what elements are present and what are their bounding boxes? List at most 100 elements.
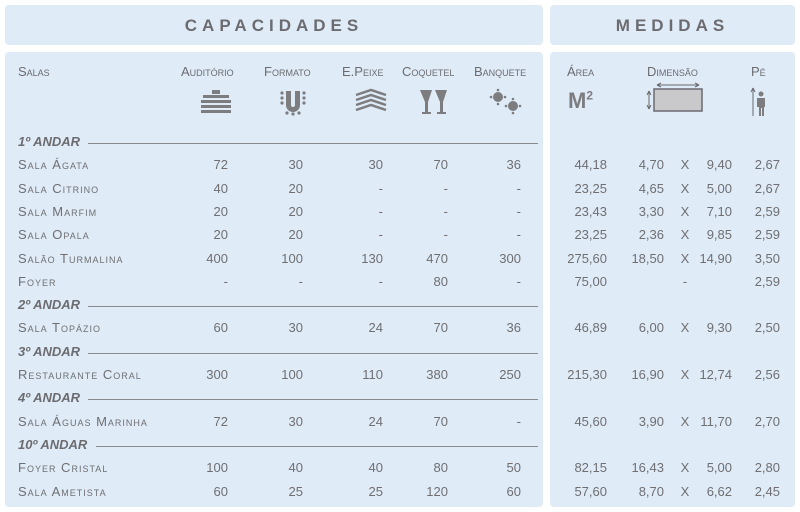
cell-auditorio: 72 (213, 413, 228, 429)
cell-e-peixe: 130 (361, 250, 383, 266)
medidas-header (550, 5, 795, 45)
cell-dim-width: 3,30 (638, 203, 664, 219)
square-meters-icon: M2 (568, 88, 594, 113)
cell-area: 215,30 (567, 367, 607, 382)
cell-formato: 30 (288, 320, 303, 336)
table-row: Sala Águas Marinha 72 30 24 70 - 45,60 3,90 X 11,… (0, 414, 800, 434)
floor-divider (88, 352, 538, 354)
cell-dim-length: 7,10 (706, 203, 732, 219)
room-name: Foyer Cristal (18, 460, 109, 476)
cell-area: 82,15 (574, 460, 607, 476)
cell-coquetel: - (443, 180, 448, 196)
table-row: Sala Topázio 60 30 24 70 36 46,89 6,00 X 9,30 2,50 (0, 320, 800, 340)
cell-auditorio: 60 (213, 483, 228, 499)
cell-coquetel: 70 (433, 157, 448, 173)
table-row: Sala Ametista 60 25 25 120 60 57,60 8,70 X 6,62 2,… (0, 484, 800, 504)
cell-dim-x: X (680, 413, 690, 429)
cell-coquetel: 80 (433, 273, 448, 289)
cell-banquete: 300 (499, 250, 521, 266)
cell-pe-direito: 2,80 (754, 460, 780, 476)
cell-banquete: 250 (499, 367, 521, 382)
cell-dim-x: X (680, 227, 690, 243)
cell-dim-length: 14,90 (699, 250, 732, 266)
cell-e-peixe: 110 (362, 367, 383, 382)
cell-pe-direito: 2,67 (754, 180, 780, 196)
room-name: Sala Ágata (18, 157, 90, 173)
banquet-tables-icon (489, 88, 522, 115)
cell-pe-direito: 2,59 (754, 273, 780, 289)
cell-dim-x: X (680, 460, 690, 476)
room-name: Sala Marfim (18, 203, 98, 219)
table-row: Restaurante Coral 300 100 110 380 250 215,30 16… (0, 367, 800, 387)
cell-banquete: 50 (506, 460, 521, 476)
floor-divider (96, 445, 538, 447)
cell-formato: 30 (288, 157, 303, 173)
room-name: Sala Topázio (18, 320, 102, 336)
cell-e-peixe: - (378, 273, 383, 289)
cell-pe-direito: 2,59 (754, 203, 780, 219)
cell-dim-x: - (682, 273, 688, 289)
cell-e-peixe: 24 (368, 413, 383, 429)
floor-divider (88, 399, 538, 401)
cell-formato: 20 (288, 203, 303, 219)
cell-area: 75,00 (574, 273, 607, 289)
capacidades-title: CAPACIDADES (184, 16, 364, 35)
cell-e-peixe: 30 (368, 157, 383, 173)
ceiling-height-person-icon (750, 87, 765, 116)
cell-dim-width: 16,90 (631, 367, 664, 382)
cell-e-peixe: 40 (368, 460, 383, 476)
cell-banquete: - (516, 203, 521, 219)
table-row: Sala Ágata 72 30 30 70 36 44,18 4,70 X 9,40 2,67 (0, 157, 800, 177)
medidas-panel (550, 52, 795, 507)
cell-banquete: - (516, 227, 521, 243)
cell-formato: 25 (288, 483, 303, 499)
cell-auditorio: 60 (213, 320, 228, 336)
col-formato: Formato (264, 64, 311, 79)
cell-dim-length: 6,62 (706, 483, 732, 499)
floor-label: 10º ANDAR (18, 436, 88, 452)
capacidades-panel (5, 52, 543, 507)
table-row: Sala Marfim 20 20 - - - 23,43 3,30 X 7,10 2,59 (0, 204, 800, 224)
floor-label: 3º ANDAR (18, 343, 81, 359)
cell-dim-length: 5,00 (706, 460, 732, 476)
cell-pe-direito: 2,56 (754, 367, 780, 382)
cell-formato: - (298, 273, 303, 289)
fishbone-icon (355, 88, 387, 112)
cell-pe-direito: 2,70 (754, 413, 780, 429)
cell-e-peixe: 25 (368, 483, 383, 499)
cell-area: 275,60 (567, 250, 607, 266)
capacidades-header (5, 5, 543, 45)
cell-e-peixe: - (378, 227, 383, 243)
room-name: Sala Águas Marinha (18, 413, 148, 429)
cell-dim-length: 5,00 (706, 180, 732, 196)
cell-pe-direito: 2,59 (754, 227, 780, 243)
cell-formato: 20 (288, 180, 303, 196)
cell-dim-x: X (680, 203, 690, 219)
floor-label: 4º ANDAR (18, 390, 81, 406)
cell-auditorio: 400 (206, 250, 228, 266)
col-epeixe: E.Peixe (342, 64, 384, 79)
cell-e-peixe: 24 (368, 320, 383, 336)
cell-dim-length: 12,74 (699, 367, 732, 382)
cell-formato: 100 (281, 250, 303, 266)
floor-divider (88, 143, 538, 144)
cell-coquetel: 470 (426, 250, 448, 266)
cell-pe-direito: 2,50 (754, 320, 780, 336)
table-row: Sala Opala 20 20 - - - 23,25 2,36 X 9,85 2,59 (0, 227, 800, 247)
cell-banquete: - (516, 413, 521, 429)
col-area: Área (567, 64, 595, 79)
cell-auditorio: 100 (206, 460, 228, 476)
table-row: Foyer - - - 80 - 75,00 - 2,59 (0, 274, 800, 294)
floor-label: 1º ANDAR (18, 134, 81, 149)
floor-label: 2º ANDAR (18, 297, 81, 313)
cell-coquetel: 70 (433, 320, 448, 336)
col-salas: Salas (18, 64, 50, 79)
cell-e-peixe: - (378, 180, 383, 196)
cell-coquetel: 80 (433, 460, 448, 476)
cell-formato: 20 (288, 227, 303, 243)
cell-dim-width: 8,70 (638, 483, 664, 499)
cell-dim-width: 4,70 (638, 157, 664, 173)
cell-dim-length: 9,30 (706, 320, 732, 336)
floor-divider (88, 306, 538, 308)
cell-pe-direito: 3,50 (754, 250, 780, 266)
